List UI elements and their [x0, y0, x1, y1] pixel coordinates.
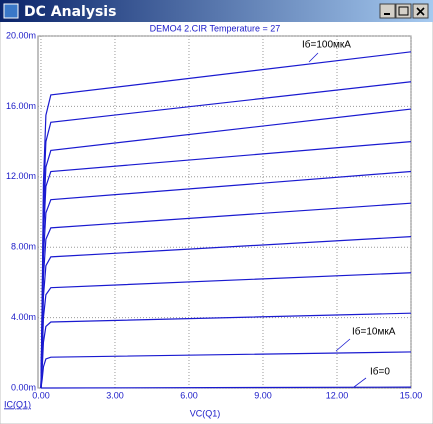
annotation: Iб=100мкА	[302, 39, 351, 51]
annotation: Iб=10мкА	[352, 326, 396, 338]
x-tick-label: 6.00	[180, 390, 198, 400]
curve	[40, 386, 412, 389]
curve	[40, 351, 412, 389]
window-icon	[3, 3, 19, 19]
y-tick-label: 12.00m	[6, 171, 36, 181]
close-button[interactable]	[412, 3, 429, 19]
window-title: DC Analysis	[24, 4, 116, 20]
minimize-button[interactable]	[379, 3, 396, 19]
x-axis-label: VC(Q1)	[190, 408, 221, 418]
y-tick-label: 16.00m	[6, 101, 36, 111]
y-tick-label: 0.00m	[11, 382, 36, 392]
maximize-button[interactable]	[395, 3, 412, 19]
x-tick-label: 9.00	[254, 390, 272, 400]
y-tick-label: 4.00m	[11, 312, 36, 322]
y-tick-label: 20.00m	[6, 30, 36, 40]
y-tick-label: 8.00m	[11, 242, 36, 252]
x-tick-label: 3.00	[106, 390, 124, 400]
x-tick-label: 0.00	[32, 390, 50, 400]
x-tick-label: 12.00	[326, 390, 349, 400]
x-tick-label: 15.00	[400, 390, 423, 400]
curve	[40, 312, 412, 389]
annotation: Iб=0	[370, 366, 390, 378]
title-bar	[0, 0, 433, 22]
annotation-leaders	[308, 52, 367, 388]
y-axis-label: IC(Q1)	[4, 399, 31, 409]
chart-title: DEMO4 2.CIR Temperature = 27	[150, 23, 281, 33]
